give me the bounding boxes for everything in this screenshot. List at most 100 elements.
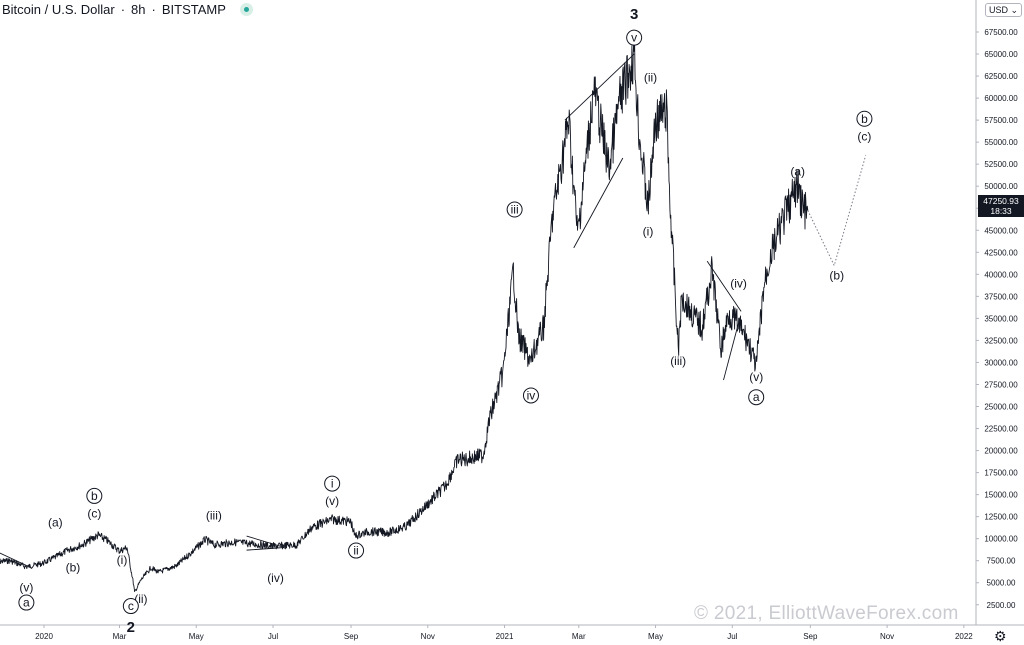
x-tick-label: May [189,632,204,641]
y-tick-label: 17500.00 [984,469,1018,478]
wave-label: (v) [325,494,339,508]
wave-label-circle [348,542,365,559]
price-series [0,40,809,593]
time-axis: 2020 Mar May Jul Sep Nov 2021 Mar May Jul Sep Nov 20… [35,625,973,641]
trendline[interactable] [564,53,635,121]
y-tick-label: 32500.00 [984,336,1018,345]
wave-label: a [23,596,30,610]
bar-countdown: 18:33 [990,206,1012,216]
y-tick-label: 35000.00 [984,314,1018,323]
wave-label-circle [122,598,139,615]
symbol-header: Bitcoin / U.S. Dollar · 8h · BITSTAMP [2,2,253,17]
wave-label-circle [324,475,341,492]
y-tick-label: 40000.00 [984,270,1018,279]
trendline[interactable] [0,552,32,569]
header-separator: · [151,2,156,17]
wave-label: iii [511,203,519,217]
wave-label: ii [353,544,358,558]
wave-label: b [861,112,868,126]
wave-label: (a) [790,165,805,179]
y-tick-label: 60000.00 [984,94,1018,103]
wave-labels: (v)a(a)(b)b(c)(i)(ii)c2(iii)(iv)i(v)iiii… [18,6,873,636]
projection-line [807,155,867,267]
wave-label: (b) [66,560,81,574]
chevron-down-icon: ⌄ [1010,5,1019,15]
y-tick-label: 65000.00 [984,50,1018,59]
wave-label: i [331,477,334,491]
wave-label: v [631,31,637,45]
x-tick-label: Sep [803,632,818,641]
interval-label[interactable]: 8h [131,2,146,17]
x-tick-label: Nov [880,632,894,641]
wave-label-circle [626,29,643,46]
wave-label: c [128,599,134,613]
y-tick-label: 67500.00 [984,28,1018,37]
wave-label: iv [527,388,536,402]
y-tick-label: 27500.00 [984,380,1018,389]
currency-button[interactable]: USD ⌄ [985,3,1023,17]
wave-label-circle [86,487,103,504]
wave-label: (iv) [267,571,284,585]
y-tick-label: 2500.00 [987,601,1016,610]
y-tick-label: 42500.00 [984,248,1018,257]
last-price: 47250.93 [983,196,1019,206]
y-tick-label: 5000.00 [987,579,1016,588]
y-tick-label: 25000.00 [984,403,1018,412]
wave-label: (i) [117,553,128,567]
exchange-label: BITSTAMP [161,2,226,17]
market-status-icon [239,3,253,16]
wave-label: (iii) [206,508,222,522]
wave-label: (iii) [670,354,686,368]
x-tick-label: Jul [727,632,737,641]
x-tick-label: Mar [113,632,127,641]
projection-path [807,155,867,267]
x-tick-label: May [648,632,663,641]
price-line[interactable] [0,40,809,593]
x-tick-label: Nov [421,632,435,641]
x-tick-label: 2020 [35,632,53,641]
y-tick-label: 10000.00 [984,535,1018,544]
y-tick-label: 7500.00 [987,557,1016,566]
y-tick-label: 45000.00 [984,226,1018,235]
trendline[interactable] [246,547,285,551]
y-tick-label: 15000.00 [984,491,1018,500]
wave-label: (c) [857,129,871,143]
y-tick-label: 20000.00 [984,447,1018,456]
wave-label: (v) [749,370,763,384]
axes-frame [0,0,1024,626]
x-tick-label: 2021 [496,632,514,641]
symbol-name[interactable]: Bitcoin / U.S. Dollar [2,2,115,17]
y-tick-label: 52500.00 [984,160,1018,169]
wave-label: (c) [87,507,101,521]
watermark: © 2021, ElliottWaveForex.com [694,603,959,624]
wave-label: (ii) [644,70,657,84]
wave-label-circle [18,594,35,611]
x-tick-label: Jul [268,632,278,641]
y-tick-label: 62500.00 [984,72,1018,81]
trendlines [0,53,742,569]
wave-label-circle [856,110,873,127]
wave-label: a [753,390,760,404]
wave-label: (v) [19,581,33,595]
header-separator: · [120,2,126,17]
wave-label: b [91,489,98,503]
wave-label-circle [748,389,765,406]
wave-label: (iv) [730,277,747,291]
wave-label: (i) [643,225,654,239]
y-tick-label: 57500.00 [984,116,1018,125]
trendline[interactable] [573,157,624,249]
wave-label: (a) [48,515,63,529]
y-tick-label: 22500.00 [984,425,1018,434]
trendline[interactable] [706,260,742,312]
wave-label-circle [522,387,539,404]
x-tick-label: 2022 [955,632,973,641]
wave-label: 2 [127,619,135,636]
wave-label: 3 [630,6,638,23]
y-tick-label: 50000.00 [984,182,1018,191]
x-tick-label: Sep [344,632,359,641]
y-tick-label: 55000.00 [984,138,1018,147]
trendline[interactable] [723,322,740,381]
currency-label: USD [989,5,1009,15]
gear-icon[interactable]: ⚙ [994,628,1007,644]
